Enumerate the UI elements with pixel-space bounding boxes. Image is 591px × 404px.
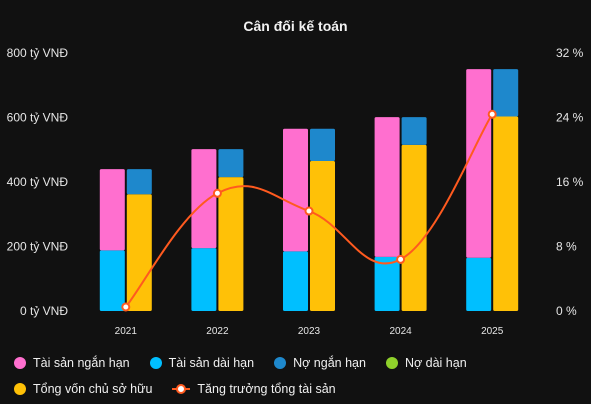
legend-label: Nợ ngắn hạn	[293, 356, 366, 370]
growth-point-2021	[121, 302, 131, 312]
bar-no-ngan-han-2022	[218, 149, 244, 178]
x-tick-label: 2022	[206, 326, 229, 337]
legend-item-tai-san-dai-han[interactable]: Tài sản dài hạn	[149, 354, 255, 372]
bar-tai-san-ngan-han-2023	[283, 128, 308, 252]
legend-swatch	[172, 383, 191, 395]
x-tick-label: 2025	[481, 326, 504, 337]
y-right-tick-label: 16 %	[556, 175, 584, 189]
y-left-tick-label: 0 tỷ VNĐ	[20, 304, 68, 318]
legend-label: Tăng trưởng tổng tài sản	[197, 382, 336, 396]
legend-swatch	[14, 383, 26, 395]
bar-tai-san-dai-han-2021	[99, 250, 125, 311]
legend-swatch	[14, 357, 26, 369]
legend-item-no-ngan-han[interactable]: Nợ ngắn hạn	[274, 354, 366, 372]
bar-no-ngan-han-2021	[126, 169, 152, 195]
legend-item-no-dai-han[interactable]: Nợ dài hạn	[385, 354, 467, 372]
y-left-tick-label: 800 tỷ VNĐ	[7, 46, 69, 60]
legend-item-tai-san-ngan-han[interactable]: Tài sản ngắn hạn	[14, 354, 130, 372]
chart-title: Cân đối kế toán	[243, 18, 348, 34]
legend-swatch	[149, 357, 162, 369]
bar-no-ngan-han-2024	[401, 117, 427, 145]
legend-label: Tổng vốn chủ sở hữu	[33, 382, 153, 396]
x-tick-label: 2024	[389, 326, 412, 337]
y-left-tick-label: 400 tỷ VNĐ	[7, 175, 69, 189]
y-right-tick-label: 8 %	[556, 240, 577, 254]
legend-label: Tài sản dài hạn	[168, 356, 255, 370]
legend-label: Nợ dài hạn	[404, 356, 467, 370]
bar-tong-von-chu-so-huu-2021	[126, 194, 152, 311]
bar-tai-san-dai-han-2024	[374, 256, 400, 311]
legend-item-tang-truong-tong-tai-san[interactable]: Tăng trưởng tổng tài sản	[172, 380, 336, 398]
bar-tong-von-chu-so-huu-2022	[218, 177, 244, 311]
growth-point-2025	[487, 109, 497, 119]
bar-tong-von-chu-so-huu-2023	[310, 161, 335, 311]
bar-tai-san-ngan-han-2021	[99, 169, 125, 251]
x-tick-label: 2023	[298, 326, 321, 337]
y-left-tick-label: 600 tỷ VNĐ	[7, 111, 69, 125]
y-right-tick-label: 32 %	[556, 46, 584, 60]
bar-tai-san-dai-han-2023	[283, 251, 308, 311]
legend-swatch	[385, 357, 398, 369]
bar-no-ngan-han-2023	[310, 128, 335, 162]
y-right-tick-label: 24 %	[556, 111, 584, 125]
y-left-tick-label: 200 tỷ VNĐ	[7, 240, 69, 254]
bar-tong-von-chu-so-huu-2024	[401, 144, 427, 311]
x-tick-label: 2021	[115, 326, 138, 337]
bar-tong-von-chu-so-huu-2025	[493, 116, 519, 311]
chart-legend: Tài sản ngắn hạn Tài sản dài hạn Nợ ngắn…	[14, 354, 574, 398]
bar-tai-san-ngan-han-2022	[191, 149, 217, 249]
legend-item-tong-von-chu-so-huu[interactable]: Tổng vốn chủ sở hữu	[14, 380, 152, 398]
y-right-tick-label: 0 %	[556, 304, 577, 318]
bar-no-ngan-han-2025	[493, 69, 519, 117]
bar-tai-san-dai-han-2022	[191, 248, 217, 311]
legend-label: Tài sản ngắn hạn	[33, 356, 130, 370]
bar-tai-san-ngan-han-2024	[374, 117, 400, 257]
growth-point-2022	[212, 188, 222, 198]
bar-tai-san-dai-han-2025	[466, 257, 492, 311]
legend-swatch	[274, 357, 287, 369]
growth-point-2024	[396, 254, 406, 264]
growth-point-2023	[304, 206, 314, 216]
bar-tai-san-ngan-han-2025	[466, 69, 492, 258]
